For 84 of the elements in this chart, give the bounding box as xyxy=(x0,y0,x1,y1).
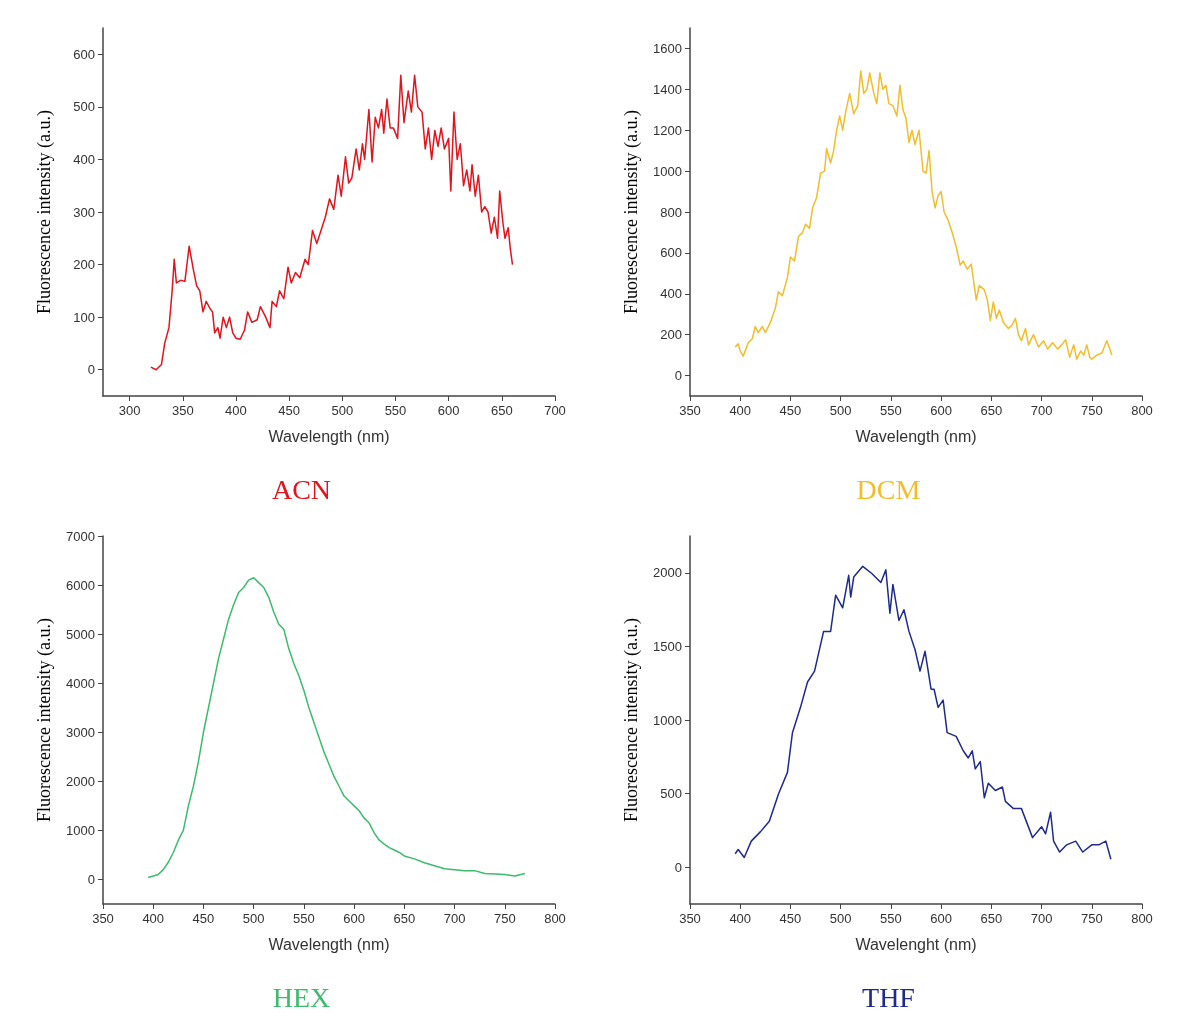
text: HEX xyxy=(272,981,331,1013)
x-tick-label: 350 xyxy=(679,403,701,418)
y-tick-label: 800 xyxy=(660,204,682,220)
y-tick-label: 0 xyxy=(87,871,95,887)
line-series xyxy=(734,565,1112,860)
x-tick-label: 650 xyxy=(980,403,1003,418)
y-tick-label: 600 xyxy=(660,245,682,261)
x-tick-label: 750 xyxy=(1080,403,1103,418)
x-tick-label: 600 xyxy=(930,911,952,926)
x-tick-label: 650 xyxy=(980,911,1003,926)
y-tick-label: 0 xyxy=(674,368,682,384)
x-axis-title: Wavelength (nm) xyxy=(268,427,390,445)
x-tick-label: 550 xyxy=(880,403,902,418)
y-tick-label: 1200 xyxy=(653,122,682,138)
y-tick-label: 1000 xyxy=(66,822,95,838)
x-axis-title: Wavelenght (nm) xyxy=(855,935,977,953)
y-tick-label: 1600 xyxy=(653,40,682,56)
x-tick-label: 800 xyxy=(1131,911,1153,926)
y-tick-label: 4000 xyxy=(66,675,95,691)
text: DCM xyxy=(856,473,921,505)
y-tick-label: 600 xyxy=(73,46,95,62)
x-tick-label: 350 xyxy=(171,403,194,418)
x-tick-label: 700 xyxy=(1030,403,1053,418)
x-tick-label: 450 xyxy=(278,403,300,418)
x-tick-label: 600 xyxy=(343,911,365,926)
y-tick-label: 2000 xyxy=(66,773,95,789)
x-tick-label: 700 xyxy=(1030,911,1053,926)
y-axis-title: Fluorescence intensity (a.u.) xyxy=(34,110,55,314)
x-tick-label: 300 xyxy=(118,403,141,418)
x-tick-label: 450 xyxy=(779,911,802,926)
y-tick-label: 1000 xyxy=(653,163,682,179)
y-tick-label: 1400 xyxy=(653,81,682,97)
x-axis-title: Wavelength (nm) xyxy=(268,935,390,953)
y-tick-label: 1000 xyxy=(653,712,682,728)
x-tick-label: 750 xyxy=(493,911,516,926)
x-tick-label: 800 xyxy=(1131,403,1153,418)
x-axis-title: Wavelength (nm) xyxy=(855,427,977,445)
x-tick-label: 450 xyxy=(192,911,215,926)
text: THF xyxy=(862,981,915,1013)
y-tick-label: 1500 xyxy=(653,638,682,654)
y-axis-title: Fluorescence intensity (a.u.) xyxy=(621,618,642,822)
line-series xyxy=(150,74,514,371)
x-tick-label: 350 xyxy=(92,911,114,926)
y-tick-label: 0 xyxy=(674,859,682,875)
x-tick-label: 750 xyxy=(1080,911,1103,926)
x-tick-label: 650 xyxy=(490,403,513,418)
x-tick-label: 500 xyxy=(829,911,852,926)
x-tick-label: 700 xyxy=(443,911,466,926)
y-tick-label: 200 xyxy=(660,327,682,343)
y-tick-label: 500 xyxy=(73,99,95,115)
x-tick-label: 600 xyxy=(930,403,952,418)
y-tick-label: 3000 xyxy=(66,724,95,740)
y-tick-label: 5000 xyxy=(66,626,95,642)
x-tick-label: 400 xyxy=(142,911,165,926)
y-tick-label: 200 xyxy=(73,257,95,273)
y-tick-label: 7000 xyxy=(66,528,95,544)
text: ACN xyxy=(271,473,332,505)
line-series xyxy=(147,576,526,879)
x-tick-label: 350 xyxy=(679,911,701,926)
line-series xyxy=(734,70,1113,360)
x-tick-label: 450 xyxy=(779,403,802,418)
x-tick-label: 700 xyxy=(544,403,566,418)
x-tick-label: 500 xyxy=(331,403,354,418)
x-tick-label: 550 xyxy=(293,911,315,926)
y-tick-label: 2000 xyxy=(653,565,682,581)
y-axis-title: Fluorescence intensity (a.u.) xyxy=(621,110,642,314)
x-tick-label: 550 xyxy=(880,911,902,926)
y-tick-label: 300 xyxy=(73,204,95,220)
y-tick-label: 0 xyxy=(87,362,95,378)
y-tick-label: 400 xyxy=(660,286,682,302)
x-tick-label: 500 xyxy=(242,911,265,926)
y-tick-label: 6000 xyxy=(66,577,95,593)
x-tick-label: 600 xyxy=(437,403,460,418)
y-tick-label: 500 xyxy=(660,786,682,802)
x-tick-label: 650 xyxy=(393,911,416,926)
x-tick-label: 400 xyxy=(729,403,752,418)
x-tick-label: 550 xyxy=(384,403,407,418)
x-tick-label: 500 xyxy=(829,403,852,418)
y-tick-label: 400 xyxy=(73,151,95,167)
x-tick-label: 800 xyxy=(544,911,566,926)
x-tick-label: 400 xyxy=(729,911,752,926)
y-axis-title: Fluorescence intensity (a.u.) xyxy=(34,618,55,822)
x-tick-label: 400 xyxy=(225,403,247,418)
y-tick-label: 100 xyxy=(73,309,95,325)
